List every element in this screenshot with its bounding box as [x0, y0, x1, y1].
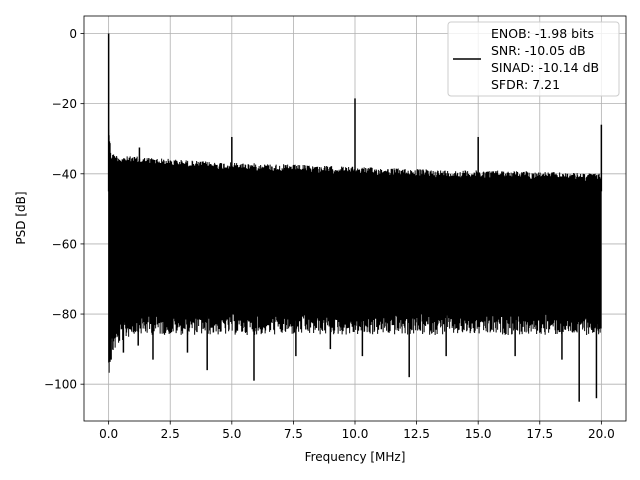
legend: ENOB: -1.98 bits SNR: -10.05 dB SINAD: -…: [447, 21, 620, 97]
x-tick-label: 15.0: [465, 427, 492, 441]
y-tick-label: −100: [44, 378, 77, 392]
x-tick-label: 17.5: [526, 427, 553, 441]
y-axis-label: PSD [dB]: [14, 191, 28, 244]
axis-ticks: 0.0 2.5 5.0 7.5 10.0 12.5 15.0 17.5 20.0 0 −20 −40 −…: [44, 27, 615, 441]
legend-entry-enob: ENOB: -1.98 bits: [491, 26, 594, 41]
y-tick-label: −80: [52, 308, 77, 322]
y-tick-label: −60: [52, 237, 77, 251]
noise-floor-band: [108, 129, 602, 373]
legend-entry-snr: SNR: -10.05 dB: [491, 43, 586, 58]
x-tick-label: 10.0: [342, 427, 369, 441]
x-tick-label: 2.5: [161, 427, 180, 441]
legend-entry-sfdr: SFDR: 7.21: [491, 77, 560, 92]
x-tick-label: 12.5: [403, 427, 430, 441]
legend-box: [447, 21, 620, 97]
x-tick-label: 20.0: [588, 427, 615, 441]
y-tick-label: 0: [69, 27, 77, 41]
x-tick-label: 0.0: [99, 427, 118, 441]
x-tick-label: 7.5: [284, 427, 303, 441]
x-axis-label: Frequency [MHz]: [305, 450, 406, 464]
psd-trace: [107, 33, 603, 402]
y-tick-label: −20: [52, 97, 77, 111]
x-tick-label: 5.0: [222, 427, 241, 441]
y-tick-label: −40: [52, 167, 77, 181]
legend-entry-sinad: SINAD: -10.14 dB: [491, 60, 599, 75]
